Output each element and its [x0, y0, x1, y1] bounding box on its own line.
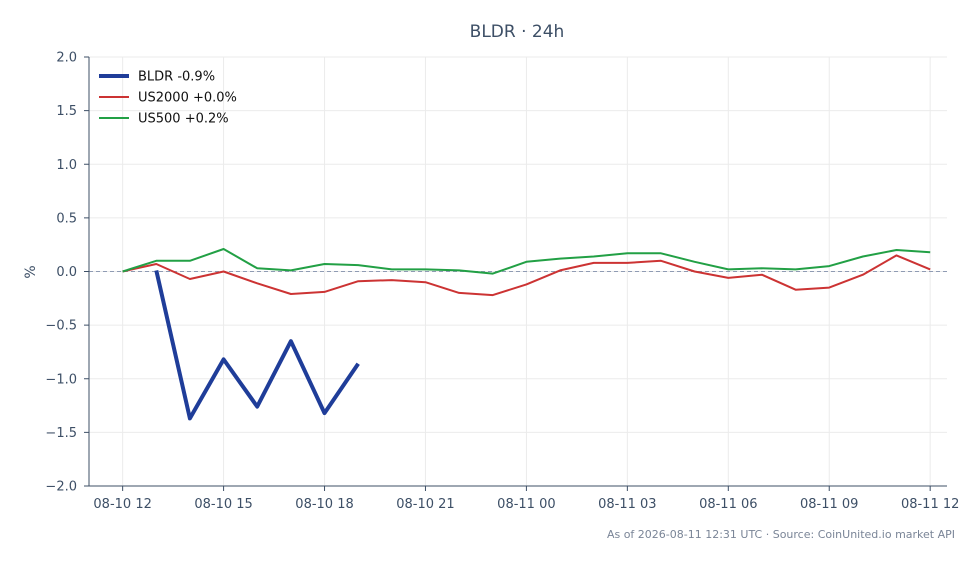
y-tick-label: 1.0: [56, 158, 77, 173]
x-tick-label: 08-10 15: [194, 497, 252, 512]
x-tick-label: 08-10 12: [93, 497, 151, 512]
y-tick-label: 1.5: [56, 104, 77, 119]
y-tick-label: −2.0: [45, 480, 77, 495]
x-tick-label: 08-11 03: [598, 497, 656, 512]
legend-label: US500 +0.2%: [138, 112, 229, 127]
y-axis-label: %: [23, 265, 39, 278]
series-lines: [122, 248, 931, 421]
chart-title: BLDR · 24h: [470, 22, 565, 42]
footer-note: As of 2026-08-11 12:31 UTC · Source: Coi…: [607, 528, 955, 541]
y-tick-label: 0.0: [56, 265, 77, 280]
series-line-1: [122, 254, 931, 297]
x-tick-label: 08-11 12: [901, 497, 959, 512]
legend-label: US2000 +0.0%: [138, 91, 237, 106]
y-ticks: 2.0 1.5 1.0 0.5 0.0 −0.5 −1.0 −1.5 −2.0: [45, 51, 89, 495]
legend: BLDR -0.9% US2000 +0.0% US500 +0.2%: [99, 70, 237, 127]
x-tick-label: 08-10 18: [295, 497, 353, 512]
x-tick-label: 08-11 09: [800, 497, 858, 512]
y-tick-label: 0.5: [56, 211, 77, 226]
series-line-0: [154, 269, 360, 421]
y-tick-label: −0.5: [45, 319, 77, 334]
y-tick-label: −1.5: [45, 426, 77, 441]
y-tick-label: 2.0: [56, 51, 77, 66]
legend-label: BLDR -0.9%: [138, 70, 215, 85]
x-ticks: 08-10 12 08-10 15 08-10 18 08-10 21 08-11 00…: [93, 486, 959, 512]
y-tick-label: −1.0: [45, 372, 77, 387]
x-tick-label: 08-11 00: [497, 497, 555, 512]
series-line-2: [122, 248, 931, 275]
x-tick-label: 08-11 06: [699, 497, 757, 512]
x-tick-label: 08-10 21: [396, 497, 454, 512]
